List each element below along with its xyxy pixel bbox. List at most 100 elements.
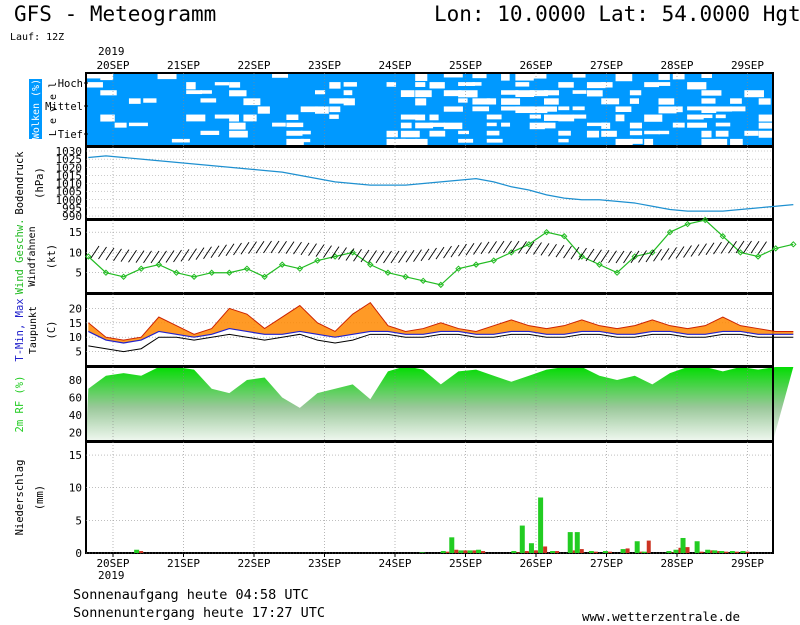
wind-yunit: (kt) (46, 244, 58, 269)
wind-barb (713, 241, 722, 255)
precip-bar-convective (467, 550, 473, 553)
wind-barb (315, 244, 325, 257)
cloud-gap (672, 106, 683, 113)
precip-bar-convective (538, 497, 544, 553)
wind-speed-marker (613, 269, 621, 276)
cloud-gap (715, 138, 728, 146)
precip-bar-stratiform (481, 551, 486, 553)
cloud-gap (572, 106, 585, 111)
cloud-gap (730, 138, 743, 147)
cloud-gap (486, 122, 497, 127)
wind-barb (375, 250, 385, 264)
cloud-gap (415, 138, 428, 146)
wind-barb (255, 240, 265, 254)
tmax-line (88, 301, 794, 341)
precip-bar-convective (680, 537, 686, 553)
precipitation-panel: 0 5 10 15 Niederschlag (mm) (14, 441, 774, 560)
precip-bar-convective (705, 549, 711, 553)
cloud-gap (186, 82, 196, 90)
wind-barb (195, 247, 205, 260)
wind-barb (690, 244, 700, 257)
date-label-bottom: 29SEP (731, 557, 764, 570)
pressure-tick-label: 990 (62, 210, 82, 223)
wind-speed-marker (737, 249, 744, 256)
wind-barb (158, 250, 167, 264)
precip-bar-convective (476, 549, 482, 553)
precip-bar-stratiform (555, 551, 560, 553)
wind-barb (150, 250, 160, 264)
wind-speed-marker (137, 265, 145, 272)
sun-times: Sonnenaufgang heute 04:58 UTC Sonnenunte… (73, 586, 325, 622)
wind-barb (668, 247, 677, 260)
cloud-gap (458, 138, 474, 143)
cloud-gap (186, 90, 203, 95)
wind-barb (593, 249, 602, 262)
location-coordinates: Lon: 10.0000 Lat: 54.0000 Hgt: 2 (434, 2, 800, 26)
wind-tick-label: 10 (69, 246, 82, 259)
cloud-panel-label: Wolken (%) (31, 79, 42, 139)
wind-barb (570, 246, 580, 260)
wind-barb (728, 240, 737, 254)
cloud-gap (544, 90, 560, 96)
wind-barb (758, 241, 767, 254)
wind-barb (105, 247, 115, 261)
temperature-ylabel: T-Min, Max (14, 298, 26, 361)
date-label-top: 21SEP (167, 59, 200, 72)
precip-bar-stratiform (745, 551, 750, 553)
cloud-gap (572, 114, 587, 119)
date-label-top: 28SEP (660, 59, 693, 72)
precip-bar-stratiform (572, 550, 577, 553)
wind-barb (113, 248, 122, 262)
wind-barb (323, 245, 332, 258)
cloud-gap (687, 82, 707, 90)
year-label-top: 2019 (98, 45, 125, 58)
cloud-gap (758, 122, 779, 129)
wind-barb (608, 250, 617, 263)
cloud-gap (601, 122, 611, 129)
wind-barb (248, 241, 257, 254)
pressure-tick-label: 1020 (56, 161, 83, 174)
precip-bar-stratiform (607, 551, 612, 553)
precip-bar-convective (574, 532, 580, 553)
pressure-tick-label: 995 (62, 202, 82, 215)
cloud-gap (501, 74, 510, 81)
wind-barb (233, 242, 242, 256)
cloud-gap (658, 82, 671, 86)
wind-speed-marker (261, 273, 268, 280)
precip-bar-convective (694, 541, 700, 553)
cloud-gap (300, 106, 318, 113)
wind-barb (180, 249, 190, 262)
date-label-top: 29SEP (731, 59, 764, 72)
cloud-gap (515, 82, 530, 87)
humidity-panel: 20 40 60 80 2m RF (%) (14, 366, 794, 442)
date-label-bottom: 24SEP (378, 557, 411, 570)
cloud-gap (272, 122, 286, 127)
cloud-gap (701, 90, 722, 96)
precip-bar-convective (528, 543, 534, 553)
cloud-gap (429, 114, 439, 121)
cloud-gap (200, 98, 217, 103)
cloud-gap (715, 130, 729, 137)
cloud-gap (100, 114, 115, 122)
cloud-gap (343, 82, 357, 87)
date-label-bottom: 21SEP (167, 557, 200, 570)
precipitation-tick-label: 10 (69, 482, 82, 495)
wind-speed-marker (578, 253, 586, 260)
wind-barb (345, 248, 355, 261)
page-title: GFS - Meteogramm (14, 2, 217, 26)
cloud-gap (286, 114, 299, 120)
precip-bar-stratiform (533, 550, 538, 553)
pressure-tick-label: 1015 (56, 169, 83, 182)
cloud-gap (429, 130, 446, 137)
cloud-gap (629, 130, 643, 136)
wind-barb (563, 245, 572, 259)
cloud-gap (758, 114, 774, 122)
precip-bar-convective (620, 549, 626, 553)
cloud-gap (472, 106, 490, 112)
cloud-gap (744, 130, 759, 136)
precipitation-tick-label: 0 (75, 547, 82, 560)
cloud-gap (229, 130, 248, 138)
wind-barb (705, 242, 715, 256)
cloud-gap (329, 98, 349, 104)
